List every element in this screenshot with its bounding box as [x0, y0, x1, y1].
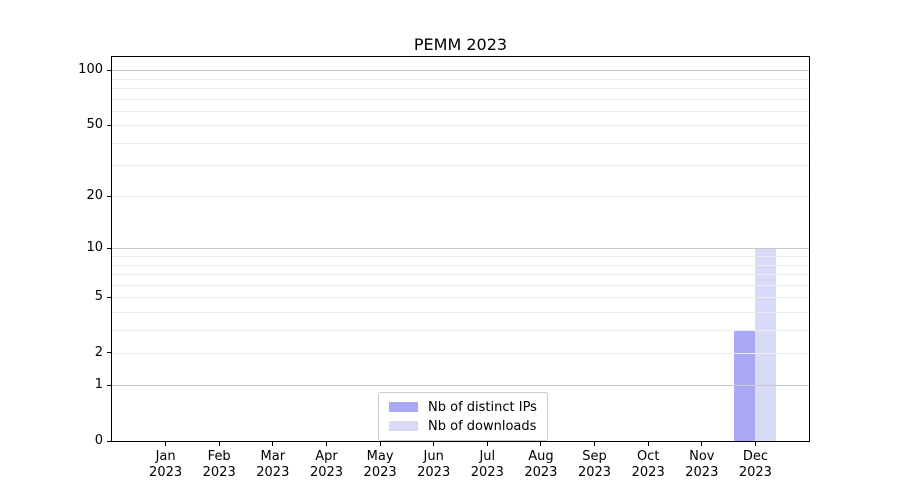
- x-tick-label: Oct 2023: [631, 449, 665, 480]
- legend-label-distinct-ips: Nb of distinct IPs: [428, 399, 537, 415]
- y-tick-label: 100: [78, 62, 103, 78]
- bar-downloads: [755, 248, 777, 441]
- y-tick-label: 5: [94, 289, 103, 304]
- y-tick-label: 20: [86, 188, 103, 204]
- x-axis-tick: [218, 442, 220, 446]
- x-tick-label: Mar 2023: [256, 449, 290, 480]
- y-tick-label: 0: [94, 433, 103, 448]
- legend: Nb of distinct IPs Nb of downloads: [378, 392, 548, 441]
- x-axis-tick: [754, 442, 756, 446]
- y-axis-tick: [107, 384, 111, 386]
- y-axis-tick: [107, 296, 111, 298]
- legend-entry-distinct-ips: Nb of distinct IPs: [389, 399, 537, 415]
- y-tick-label: 1: [94, 377, 103, 393]
- y-axis-tick: [107, 440, 111, 442]
- y-axis-tick: [107, 352, 111, 354]
- x-axis-tick: [165, 442, 167, 446]
- y-axis-tick: [107, 195, 111, 197]
- x-tick-label: Jun 2023: [417, 449, 451, 480]
- x-tick-label: Jul 2023: [470, 449, 504, 480]
- y-axis-tick: [107, 69, 111, 71]
- y-tick-label: 10: [86, 240, 103, 256]
- x-axis-tick: [647, 442, 649, 446]
- x-tick-label: Dec 2023: [738, 449, 772, 480]
- chart-title: PEMM 2023: [413, 35, 508, 54]
- x-axis-tick: [272, 442, 274, 446]
- x-tick-label: Feb 2023: [202, 449, 236, 480]
- x-tick-label: Nov 2023: [685, 449, 719, 480]
- x-tick-label: May 2023: [363, 449, 397, 480]
- x-tick-label: Sep 2023: [577, 449, 612, 480]
- y-tick-label: 2: [94, 344, 103, 360]
- bar-distinct-ips: [734, 329, 756, 441]
- x-axis-tick: [379, 442, 381, 446]
- y-axis-tick: [107, 124, 111, 126]
- plot-area: [111, 56, 810, 442]
- bar-layer: [112, 57, 809, 441]
- x-axis-tick: [701, 442, 703, 446]
- x-tick-label: Aug 2023: [524, 449, 558, 480]
- y-tick-label: 50: [86, 117, 103, 133]
- legend-swatch-distinct-ips: [389, 402, 418, 412]
- x-tick-label: Apr 2023: [309, 449, 344, 480]
- legend-label-downloads: Nb of downloads: [428, 418, 537, 434]
- x-axis-tick: [594, 442, 595, 446]
- legend-swatch-downloads: [389, 421, 418, 431]
- x-axis-tick: [540, 442, 542, 446]
- legend-entry-downloads: Nb of downloads: [389, 418, 537, 434]
- x-axis-tick: [433, 442, 435, 446]
- x-tick-label: Jan 2023: [149, 449, 183, 480]
- x-axis-tick: [486, 442, 488, 446]
- x-axis-tick: [326, 442, 327, 446]
- y-axis-tick: [107, 247, 111, 249]
